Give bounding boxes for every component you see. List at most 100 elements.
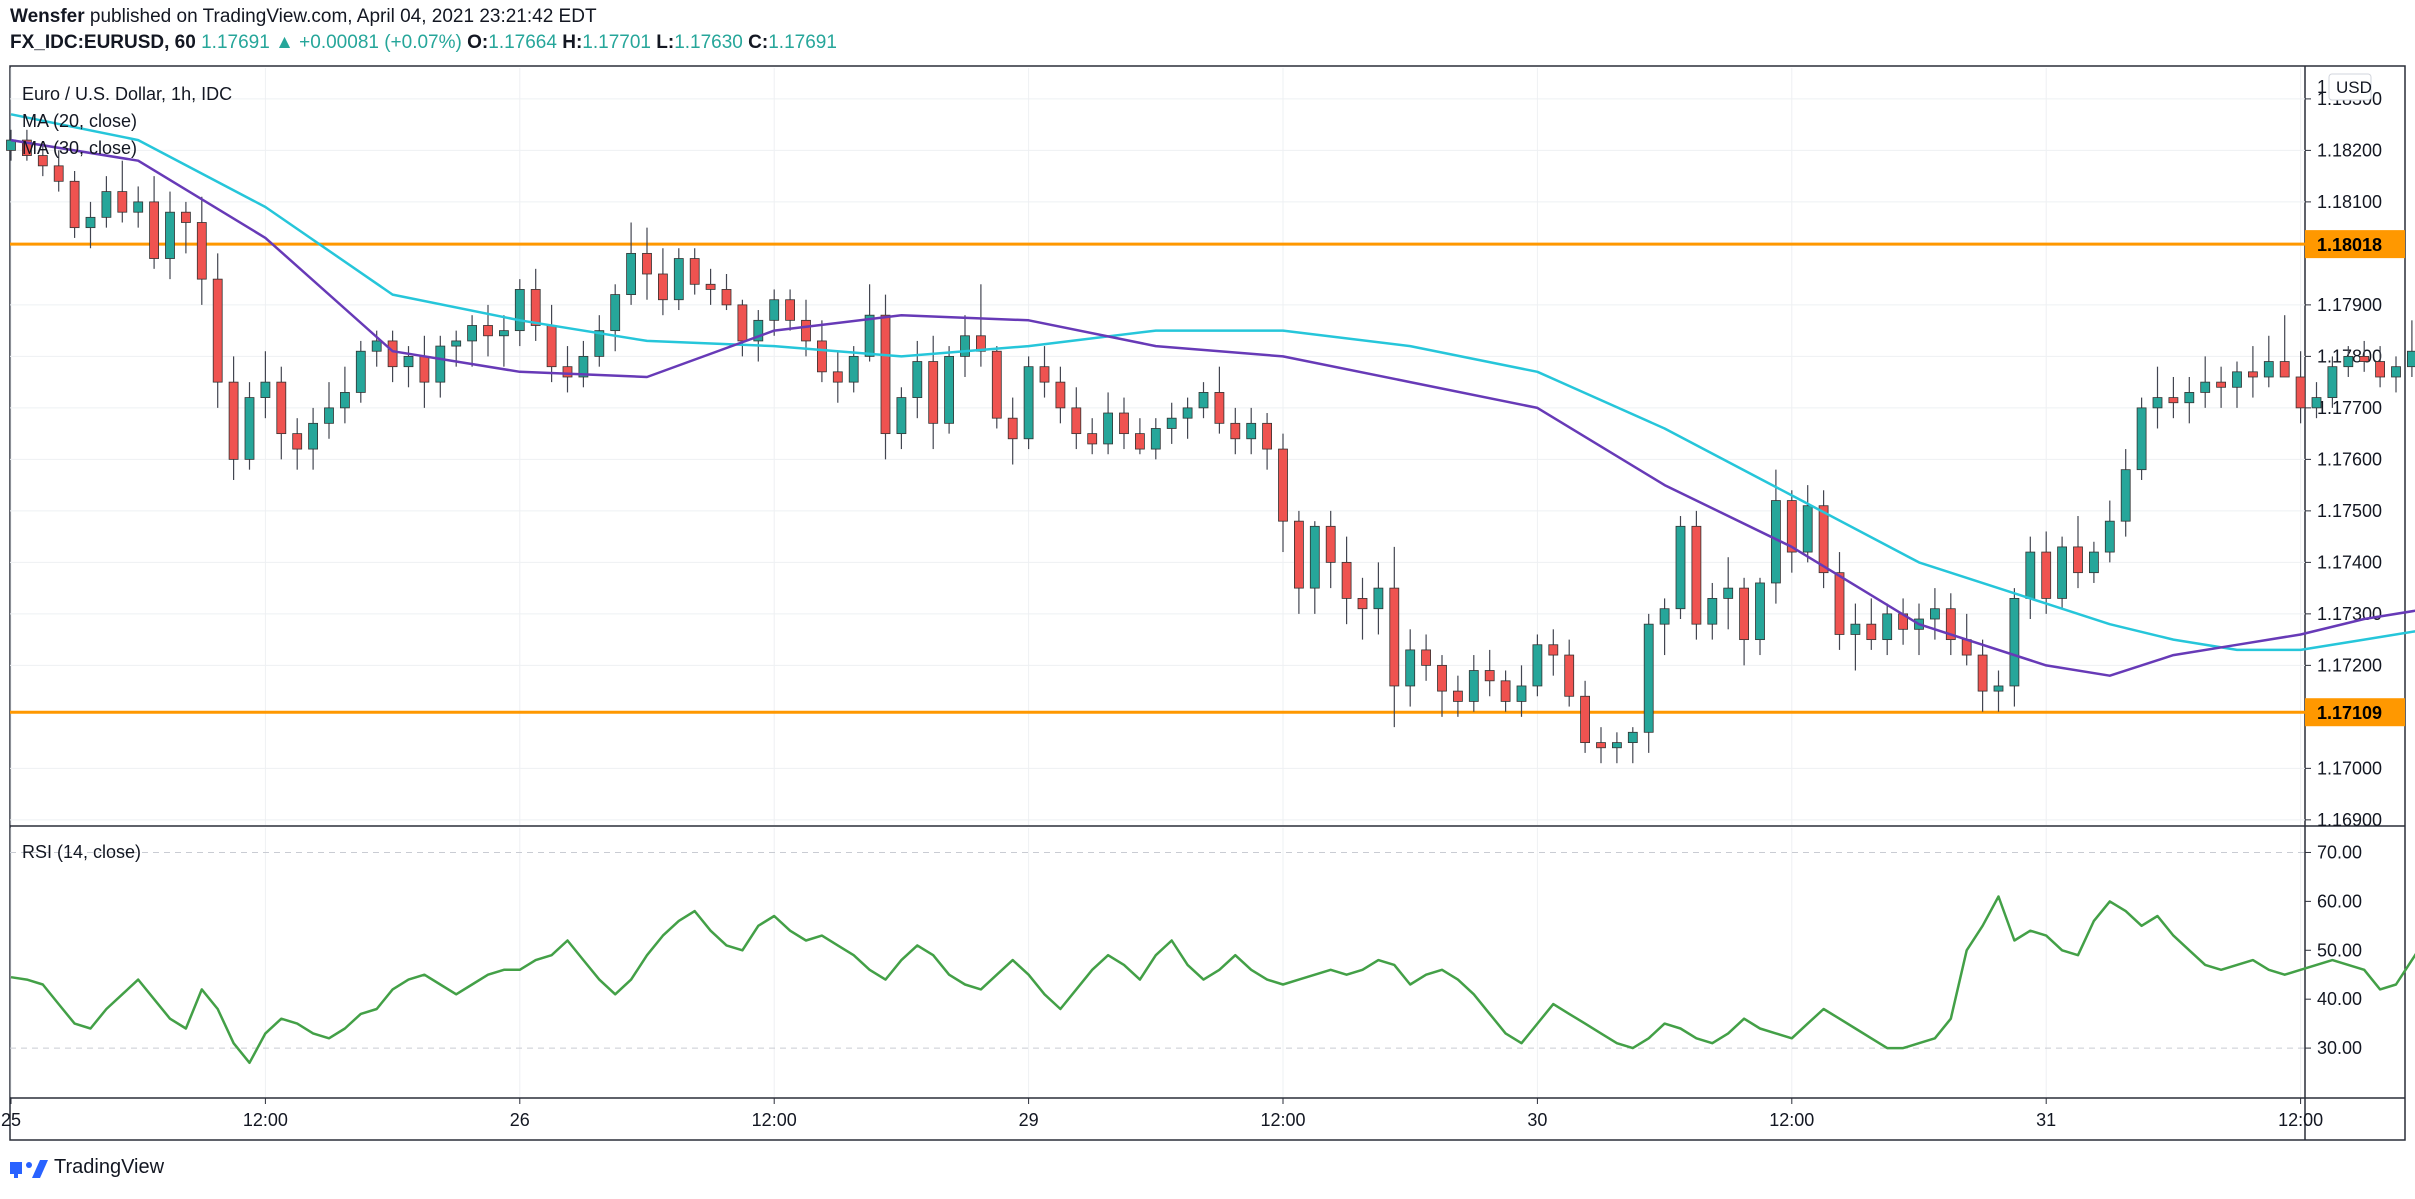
candle-up [1023, 366, 1034, 440]
candle-down [212, 278, 223, 383]
candle-down [1389, 587, 1400, 687]
candle-down [880, 314, 891, 435]
candle-up [960, 335, 970, 357]
candle-down [1866, 623, 1877, 641]
candle-down [1007, 417, 1018, 440]
candle-down [292, 433, 303, 450]
ma20-legend: MA (20, close) [22, 111, 137, 131]
candle-up [1802, 505, 1813, 553]
price-tick-label: 1.18200 [2317, 140, 2382, 160]
candle-down [1548, 644, 1559, 656]
candle-up [435, 345, 446, 383]
candle-down [991, 350, 1002, 419]
candle-up [848, 355, 859, 383]
candle-down [1739, 587, 1749, 641]
candle-down [801, 319, 811, 342]
candle-down [1484, 670, 1495, 682]
candle-down [1294, 520, 1304, 589]
candle-up [1850, 623, 1861, 635]
rsi-tick-label: 30.00 [2317, 1038, 2362, 1058]
candle-up [324, 407, 334, 424]
candle-down [928, 361, 939, 424]
candle-down [228, 381, 239, 460]
candle-up [1405, 649, 1416, 687]
candle-up [594, 330, 605, 357]
candle-down [2295, 376, 2306, 409]
open-label: O: [467, 32, 489, 53]
candle-up [1627, 731, 1638, 744]
candle-down [1325, 525, 1336, 563]
candle-down [483, 325, 493, 337]
price-tick-label: 1.17000 [2317, 758, 2382, 778]
candle-down [419, 355, 430, 383]
candle-down [2216, 381, 2227, 388]
candle-down [1564, 654, 1575, 697]
candle-down [1977, 654, 1988, 692]
candle-up [101, 191, 112, 218]
candle-up [1723, 587, 1734, 599]
chart-frame [9, 65, 2406, 1141]
candle-down [196, 222, 207, 280]
candle-down [1421, 649, 1431, 666]
candle-up [2104, 520, 2115, 553]
candle-down [642, 252, 652, 275]
candle-up [371, 340, 382, 352]
candle-down [1945, 608, 1956, 641]
candle-down [721, 289, 732, 306]
open-value: 1.17664 [488, 32, 557, 53]
candle-down [1341, 561, 1352, 599]
candle-up [1612, 742, 1622, 749]
symbol-label[interactable]: FX_IDC:EURUSD, 60 [10, 32, 196, 53]
candle-up [514, 289, 525, 332]
candle-up [403, 355, 414, 368]
time-tick-label: 12:00 [243, 1110, 288, 1130]
candle-down [1039, 366, 1050, 383]
brand-name[interactable]: TradingView [54, 1156, 165, 1178]
low-value: 1.17630 [674, 32, 743, 53]
rsi-tick-label: 70.00 [2317, 842, 2362, 862]
candle-up [133, 201, 144, 213]
candle-up [1659, 608, 1670, 625]
rsi-tick-label: 50.00 [2317, 940, 2362, 960]
price-tick-label: 1.17700 [2317, 398, 2382, 418]
candle-up [769, 299, 780, 321]
candle-down [1071, 407, 1082, 435]
candle-down [689, 258, 700, 285]
candle-up [2057, 546, 2068, 599]
candle-up [339, 392, 350, 409]
author-name[interactable]: Wensfer [10, 6, 85, 27]
candle-up [626, 252, 636, 295]
candle-down [737, 304, 748, 342]
candle-down [1230, 422, 1241, 440]
last-price: 1.17691 [201, 32, 270, 53]
published-text: published on TradingView.com, April 04, … [89, 6, 597, 27]
candle-down [2359, 355, 2370, 362]
candle-up [2406, 350, 2415, 368]
candle-up [451, 340, 462, 347]
candle-up [1643, 623, 1654, 733]
candle-down [817, 340, 827, 373]
close-value: 1.17691 [768, 32, 837, 53]
candle-up [2152, 397, 2163, 409]
candle-down [1214, 392, 1225, 424]
candle-down [21, 139, 32, 156]
candle-up [1150, 428, 1161, 450]
candle-down [276, 381, 287, 435]
candle-up [165, 211, 175, 259]
candle-down [530, 289, 541, 326]
candle-up [2327, 366, 2338, 398]
candle-down [1818, 505, 1829, 574]
chart-legend-title: Euro / U.S. Dollar, 1h, IDC [22, 84, 232, 104]
candle-down [117, 191, 128, 213]
candle-up [2120, 469, 2131, 522]
candle-up [2263, 361, 2274, 378]
candle-up [1468, 670, 1479, 702]
candle-down [658, 273, 668, 301]
time-tick-label: 25 [1, 1110, 21, 1130]
candle-up [1675, 525, 1686, 610]
candle-up [1246, 422, 1257, 440]
candle-up [753, 319, 764, 342]
candle-up [244, 397, 255, 460]
time-tick-label: 12:00 [1260, 1110, 1305, 1130]
